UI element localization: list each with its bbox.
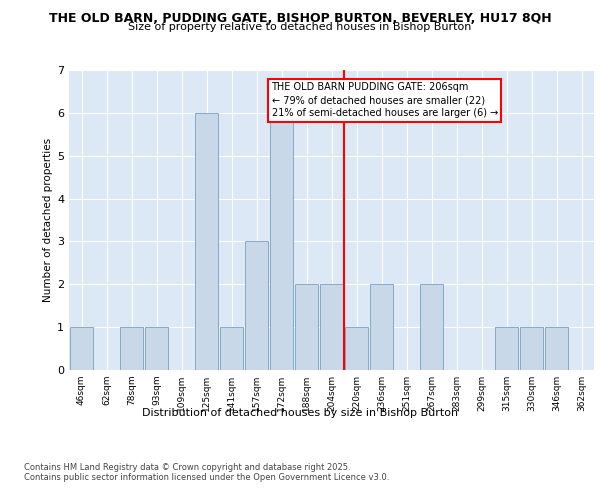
- Text: Distribution of detached houses by size in Bishop Burton: Distribution of detached houses by size …: [142, 408, 458, 418]
- Bar: [270, 113, 293, 370]
- Bar: [345, 327, 368, 370]
- Y-axis label: Number of detached properties: Number of detached properties: [43, 138, 53, 302]
- Bar: [120, 327, 143, 370]
- Bar: [70, 327, 93, 370]
- Bar: [520, 327, 543, 370]
- Text: THE OLD BARN, PUDDING GATE, BISHOP BURTON, BEVERLEY, HU17 8QH: THE OLD BARN, PUDDING GATE, BISHOP BURTO…: [49, 12, 551, 26]
- Bar: [145, 327, 168, 370]
- Bar: [245, 242, 268, 370]
- Bar: [195, 113, 218, 370]
- Bar: [545, 327, 568, 370]
- Bar: [320, 284, 343, 370]
- Text: Contains public sector information licensed under the Open Government Licence v3: Contains public sector information licen…: [24, 472, 389, 482]
- Bar: [295, 284, 318, 370]
- Text: Contains HM Land Registry data © Crown copyright and database right 2025.: Contains HM Land Registry data © Crown c…: [24, 462, 350, 471]
- Text: Size of property relative to detached houses in Bishop Burton: Size of property relative to detached ho…: [128, 22, 472, 32]
- Text: THE OLD BARN PUDDING GATE: 206sqm
← 79% of detached houses are smaller (22)
21% : THE OLD BARN PUDDING GATE: 206sqm ← 79% …: [271, 82, 498, 118]
- Bar: [495, 327, 518, 370]
- Bar: [370, 284, 393, 370]
- Bar: [420, 284, 443, 370]
- Bar: [220, 327, 243, 370]
